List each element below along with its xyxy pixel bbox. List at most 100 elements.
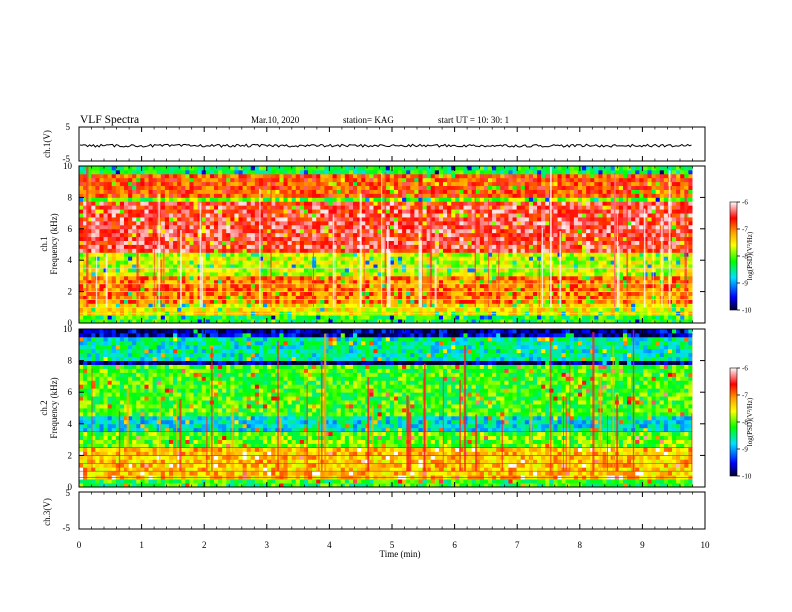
- spectrogram-cell: [631, 197, 636, 202]
- spectrogram-cell: [299, 256, 305, 261]
- spectrogram-cell: [516, 299, 522, 304]
- spectrogram-cell: [299, 232, 305, 238]
- spectrogram-cell: [365, 197, 370, 202]
- spectrogram-cell: [582, 295, 587, 300]
- spectrogram-cell: [610, 209, 616, 214]
- spectrogram-cell: [532, 295, 538, 300]
- spectrogram-cell: [168, 299, 174, 304]
- spectrogram-cell: [398, 228, 403, 234]
- spectrogram-cell: [479, 307, 485, 312]
- spectrogram-cell: [639, 319, 644, 324]
- spectrogram-cell: [414, 271, 419, 277]
- spectrogram-cell: [115, 268, 121, 273]
- spectrogram-cell: [79, 201, 84, 206]
- spectrogram-cell: [271, 217, 276, 222]
- spectrogram-cell: [541, 295, 546, 300]
- spectrogram-cell: [475, 209, 481, 214]
- spectrogram-cell: [422, 287, 428, 293]
- spectrogram-cell: [520, 236, 526, 241]
- spectrogram-cell: [365, 220, 370, 226]
- spectrogram-cell: [353, 307, 358, 312]
- spectrogram-cell: [565, 279, 571, 285]
- spectrogram-cell: [398, 201, 403, 206]
- spectrogram-cell: [320, 295, 325, 300]
- spectrogram-cell: [573, 252, 579, 257]
- spectrogram-cell: [357, 283, 362, 289]
- spectrogram-cell: [487, 291, 493, 296]
- spectrogram-cell: [443, 307, 448, 312]
- spectrogram-cell: [353, 252, 358, 257]
- spectrogram-cell: [447, 299, 452, 304]
- spectrogram-cell: [173, 279, 178, 285]
- spectrogram-cell: [479, 279, 485, 285]
- spectrogram-cell: [177, 268, 182, 273]
- spectrogram-cell: [91, 213, 96, 218]
- spectrogram-cell: [287, 252, 293, 257]
- spectrogram-cell: [672, 256, 677, 261]
- spectrogram-cell: [639, 213, 644, 218]
- spectrogram-cell: [79, 268, 84, 273]
- spectrogram-cell: [271, 228, 276, 234]
- spectrogram-cell: [316, 260, 321, 265]
- spectrogram-cell: [230, 256, 235, 261]
- spectrogram-cell: [205, 240, 211, 245]
- spectrogram-cell: [422, 299, 428, 304]
- spectrogram-cell: [168, 291, 174, 296]
- spectrogram-cell: [111, 189, 117, 194]
- spectrogram-cell: [91, 287, 96, 293]
- spectrogram-cell: [565, 209, 571, 214]
- spectrogram-cell: [168, 220, 174, 226]
- spectrogram-cell: [672, 217, 677, 222]
- spectrogram-cell: [516, 319, 522, 324]
- spectrogram-cell: [369, 279, 374, 285]
- spectrogram-cell: [344, 307, 350, 312]
- spectrogram-cell: [402, 236, 407, 241]
- spectrogram-cell: [606, 193, 612, 198]
- spectrogram-cell: [201, 252, 207, 257]
- spectrogram-cell: [631, 240, 636, 245]
- spectrogram-cell: [83, 264, 88, 269]
- spectrogram-cell: [577, 307, 583, 312]
- spectrogram-cell: [103, 205, 109, 210]
- spectrogram-cell: [443, 260, 448, 265]
- spectrogram-cell: [410, 271, 415, 277]
- spectrogram-cell: [303, 213, 309, 218]
- spectrogram-cell: [226, 248, 231, 253]
- spectrogram-cell: [369, 201, 374, 206]
- spectrogram-cell: [275, 236, 280, 241]
- spectrogram-cell: [295, 260, 301, 265]
- spectrogram-cell: [426, 287, 432, 293]
- spectrogram-cell: [267, 201, 272, 206]
- spectrogram-cell: [209, 197, 215, 202]
- spectrogram-cell: [594, 193, 599, 198]
- spectrogram-cell: [467, 260, 473, 265]
- spectrogram-cell: [115, 224, 121, 230]
- spectrogram-cell: [618, 260, 624, 265]
- spectrogram-cell: [173, 193, 178, 198]
- spectrogram-cell: [377, 287, 383, 293]
- spectrogram-cell: [226, 271, 231, 277]
- spectrogram-cell: [541, 279, 546, 285]
- spectrogram-cell: [586, 236, 591, 241]
- spectrogram-cell: [197, 197, 203, 202]
- spectrogram-cell: [643, 228, 648, 234]
- spectrogram-cell: [173, 303, 178, 308]
- spectrogram-cell: [320, 244, 325, 249]
- spectrogram-cell: [639, 307, 644, 312]
- spectrogram-cell: [438, 275, 444, 281]
- spectrogram-cell: [361, 260, 366, 265]
- spectrogram-cell: [295, 209, 301, 214]
- spectrogram-cell: [459, 283, 464, 289]
- spectrogram-cell: [246, 217, 252, 222]
- spectrogram-cell: [299, 271, 305, 277]
- spectrogram-cell: [471, 252, 477, 257]
- spectrogram-cell: [222, 287, 227, 293]
- spectrogram-cell: [103, 213, 109, 218]
- spectrogram-cell: [647, 213, 652, 218]
- spectrogram-cell: [246, 224, 252, 230]
- spectrogram-cell: [655, 319, 661, 324]
- spectrogram-cell: [402, 268, 407, 273]
- spectrogram-cell: [582, 209, 587, 214]
- spectrogram-cell: [344, 228, 350, 234]
- spectrogram-cell: [160, 205, 166, 210]
